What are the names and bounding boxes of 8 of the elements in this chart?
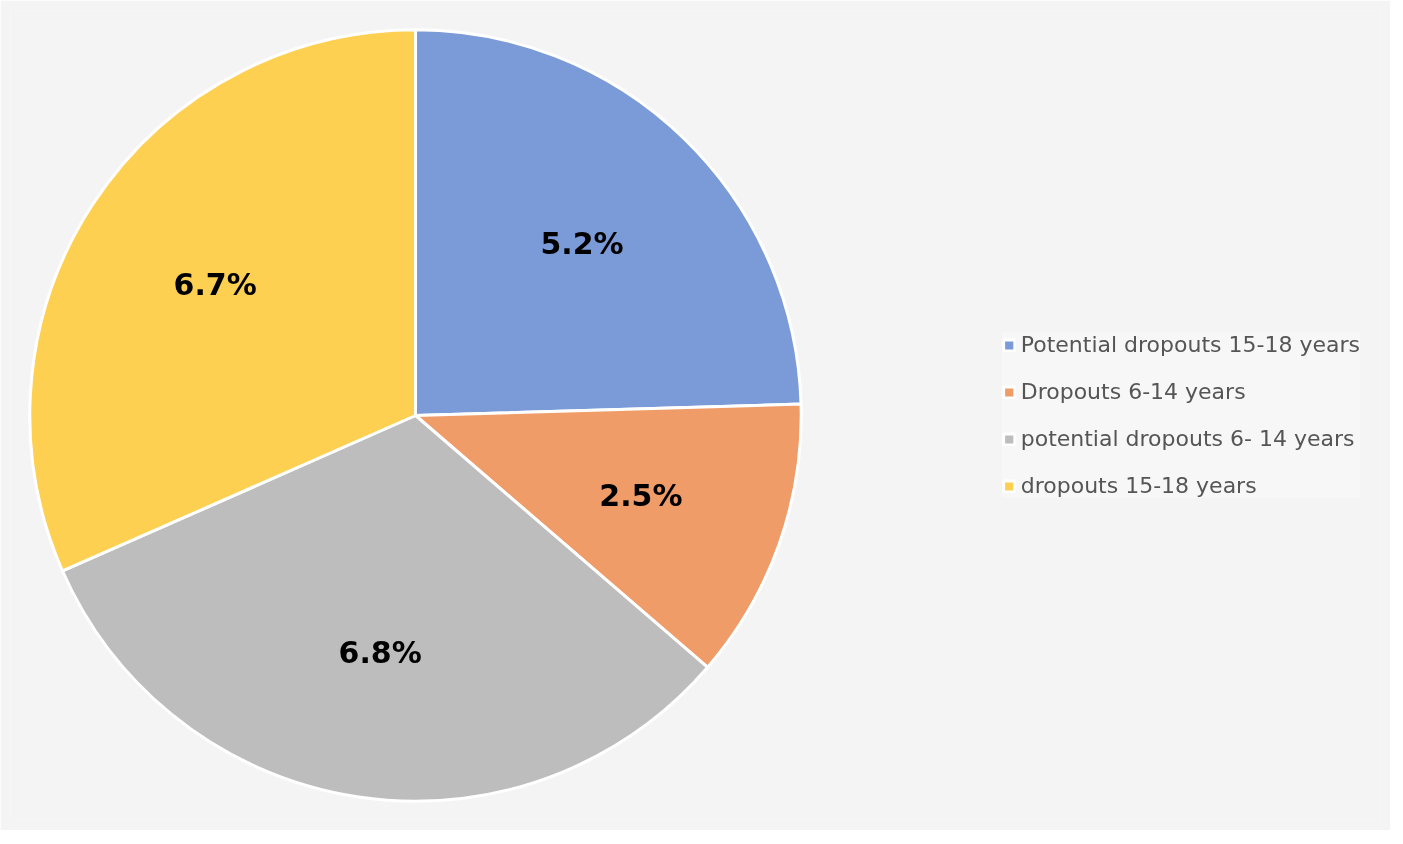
- legend-label: Dropouts 6-14 years: [1020, 379, 1246, 404]
- legend-label: dropouts 15-18 years: [1020, 473, 1257, 498]
- data-label: 5.2%: [540, 226, 624, 262]
- legend-label: potential dropouts 6- 14 years: [1020, 426, 1355, 451]
- data-label: 2.5%: [599, 477, 683, 513]
- data-label: 6.8%: [338, 634, 422, 670]
- legend-label: Potential dropouts 15-18 years: [1020, 332, 1360, 357]
- data-label: 6.7%: [173, 267, 257, 303]
